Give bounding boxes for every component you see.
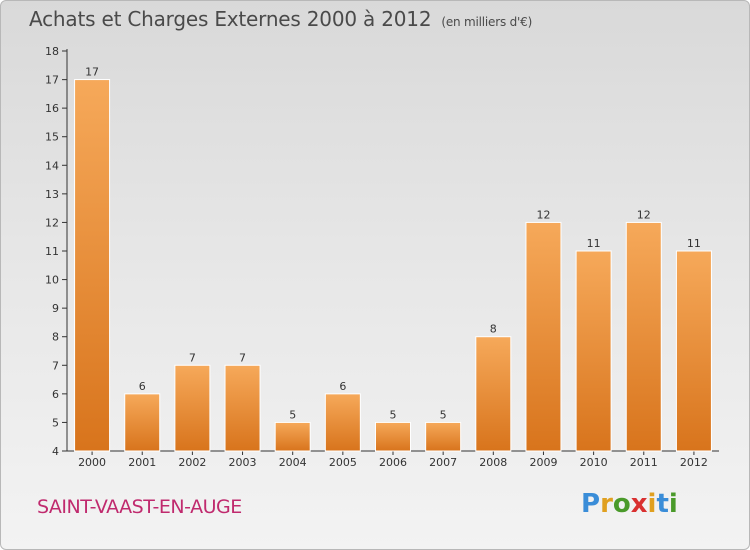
y-tick-label: 12	[45, 216, 59, 229]
bar	[625, 221, 662, 452]
y-tick-label: 7	[52, 359, 59, 372]
y-tick-label: 6	[52, 388, 59, 401]
x-tick-label: 2000	[78, 456, 106, 469]
chart-title: Achats et Charges Externes 2000 à 2012 (e…	[29, 7, 532, 31]
logo-letter: x	[630, 489, 648, 519]
chart-subtitle: (en milliers d'€)	[441, 15, 533, 29]
x-tick-label: 2002	[178, 456, 206, 469]
data-label: 5	[289, 408, 296, 421]
y-tick-label: 16	[45, 102, 59, 115]
data-label: 5	[440, 408, 447, 421]
x-tick-label: 2003	[229, 456, 257, 469]
data-label: 7	[239, 351, 246, 364]
x-tick-label: 2010	[580, 456, 608, 469]
y-tick-label: 17	[45, 74, 59, 87]
data-label: 7	[189, 351, 196, 364]
y-tick-label: 5	[52, 416, 59, 429]
data-label: 6	[339, 380, 346, 393]
data-label: 12	[637, 208, 651, 221]
bar	[575, 250, 612, 452]
x-tick-label: 2008	[479, 456, 507, 469]
x-tick-label: 2004	[279, 456, 307, 469]
bar	[324, 393, 361, 452]
y-tick-label: 9	[52, 302, 59, 315]
bar	[525, 221, 562, 452]
y-tick-label: 13	[45, 188, 59, 201]
bar	[174, 364, 211, 452]
x-tick-label: 2009	[529, 456, 557, 469]
axes: 4 5 6 7 8 9 10 11 12 13 14 15 16 17 18 2000 2001 2002 2003…	[45, 45, 719, 469]
data-label: 11	[587, 237, 601, 250]
bar	[425, 421, 462, 452]
data-label: 12	[536, 208, 550, 221]
data-label: 17	[85, 66, 99, 79]
x-tick-label: 2011	[630, 456, 658, 469]
x-tick-label: 2006	[379, 456, 407, 469]
logo-letter: i	[668, 489, 678, 519]
logo-letter: P	[581, 489, 601, 519]
bar	[274, 421, 311, 452]
y-tick-label: 10	[45, 274, 59, 287]
commune-name: SAINT-VAAST-EN-AUGE	[37, 496, 242, 518]
bar	[124, 393, 161, 452]
x-tick-label: 2007	[429, 456, 457, 469]
data-label: 5	[390, 408, 397, 421]
y-tick-label: 15	[45, 131, 59, 144]
y-tick-label: 14	[45, 159, 59, 172]
value-labels: 17 6 7 7 5 6 5 5 8 12 11 12 11	[85, 66, 701, 422]
bar	[375, 421, 411, 452]
y-tick-label: 4	[52, 445, 59, 458]
logo-letter: t	[656, 489, 669, 519]
y-tick-label: 18	[45, 45, 59, 58]
bar	[224, 364, 261, 452]
logo-letter: i	[647, 489, 657, 519]
bars	[74, 79, 712, 452]
data-label: 8	[490, 323, 497, 336]
data-label: 6	[139, 380, 146, 393]
x-tick-label: 2001	[128, 456, 156, 469]
x-tick-label: 2012	[680, 456, 708, 469]
proxiti-logo: Proxiti	[581, 489, 678, 519]
x-tick-label: 2005	[329, 456, 357, 469]
logo-letter: r	[600, 489, 613, 519]
bar	[475, 336, 512, 452]
y-tick-label: 8	[52, 331, 59, 344]
chart-title-text: Achats et Charges Externes 2000 à 2012	[29, 7, 432, 31]
y-tick-label: 11	[45, 245, 59, 258]
data-label: 11	[687, 237, 701, 250]
bar	[675, 250, 712, 452]
bar	[74, 79, 111, 452]
logo-letter: o	[612, 489, 631, 519]
